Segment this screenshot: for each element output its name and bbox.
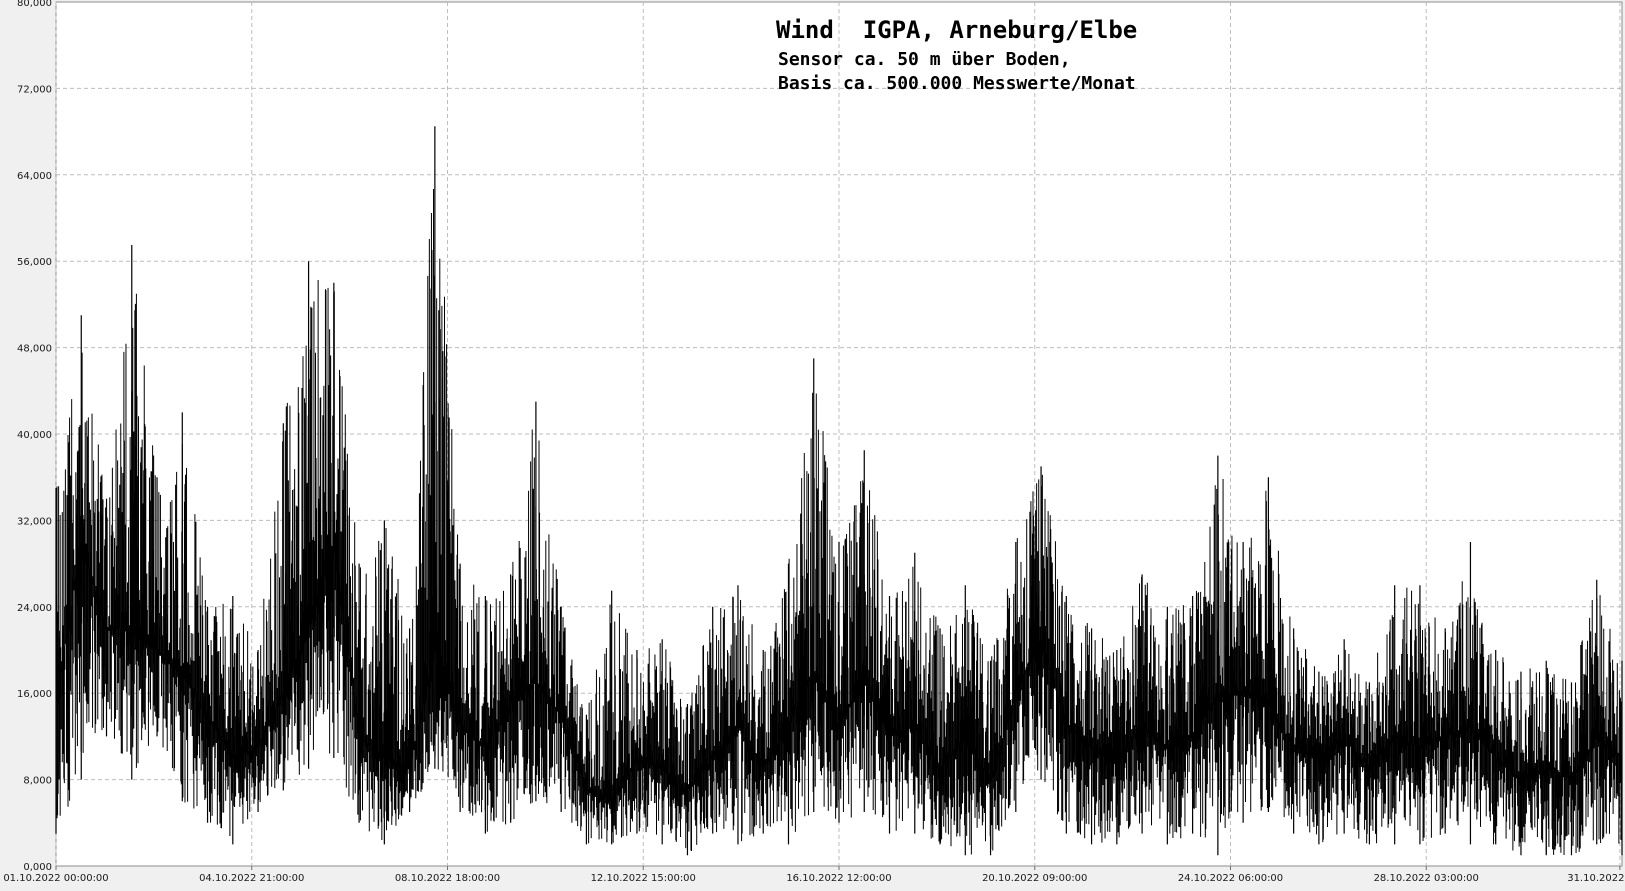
y-tick-label: 16,000 (17, 689, 52, 700)
x-tick-label: 01.10.2022 00:00:00 (3, 873, 108, 884)
x-tick-label: 28.10.2022 03:00:00 (1374, 873, 1479, 884)
chart-subtitle-line-2: Basis ca. 500.000 Messwerte/Monat (778, 73, 1136, 94)
x-tick-label: 16.10.2022 12:00:00 (786, 873, 891, 884)
x-axis: 01.10.2022 00:00:00 04.10.2022 21:00:00 08… (3, 866, 1625, 884)
x-tick-label: 04.10.2022 21:00:00 (199, 873, 304, 884)
y-tick-label: 48,000 (17, 344, 52, 355)
y-tick-label: 32,000 (17, 516, 52, 527)
y-tick-label: 80,000 (17, 0, 52, 9)
series-0 (55, 126, 1623, 856)
y-tick-label: 72,000 (17, 84, 52, 95)
x-tick-label: 24.10.2022 06:00:00 (1178, 873, 1283, 884)
series-layer (55, 126, 1623, 856)
x-tick-label: 20.10.2022 09:00:00 (982, 873, 1087, 884)
grid-lines (55, 2, 1622, 866)
x-tick-label: 31.10.2022 23:00:00 (1567, 873, 1625, 884)
y-tick-label: 8,000 (23, 776, 52, 787)
x-tick-label: 08.10.2022 18:00:00 (395, 873, 500, 884)
y-tick-label: 64,000 (17, 171, 52, 182)
chart-title: Wind IGPA, Arneburg/Elbe (776, 16, 1137, 44)
y-tick-label: 0,000 (23, 862, 52, 873)
chart-title-block: Wind IGPA, Arneburg/Elbe Sensor ca. 50 m… (776, 16, 1137, 94)
y-tick-label: 24,000 (17, 603, 52, 614)
chart-subtitle-line-1: Sensor ca. 50 m über Boden, (778, 49, 1071, 70)
y-tick-label: 56,000 (17, 257, 52, 268)
y-tick-label: 40,000 (17, 430, 52, 441)
x-tick-label: 12.10.2022 15:00:00 (591, 873, 696, 884)
y-axis: 0,000 8,000 16,000 24,000 32,000 40,000 48,000… (17, 0, 52, 873)
